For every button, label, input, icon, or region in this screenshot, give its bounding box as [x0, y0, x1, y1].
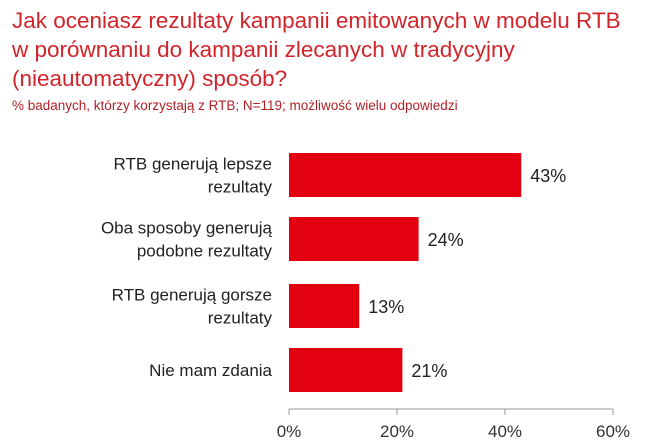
- bar: [289, 217, 419, 261]
- x-tick-label: 40%: [488, 422, 522, 441]
- category-label: podobne rezultaty: [137, 242, 273, 261]
- category-label: Nie mam zdania: [149, 361, 272, 380]
- category-label: RTB generują lepsze: [114, 155, 272, 174]
- bar: [289, 153, 522, 197]
- bar-value-label: 24%: [428, 230, 464, 250]
- bar-value-label: 13%: [368, 297, 404, 317]
- x-tick-label: 0%: [277, 422, 302, 441]
- chart-title-line-3: (nieautomatyczny) sposób?: [12, 66, 288, 91]
- chart-title-line-2: w porównaniu do kampanii zlecanych w tra…: [12, 37, 515, 62]
- chart-title: Jak oceniasz rezultaty kampanii emitowan…: [12, 6, 652, 93]
- chart-title-line-1: Jak oceniasz rezultaty kampanii emitowan…: [12, 8, 621, 33]
- x-tick-label: 20%: [380, 422, 414, 441]
- category-label: Oba sposoby generują: [101, 219, 273, 238]
- bar: [289, 348, 403, 392]
- x-tick-label: 60%: [596, 422, 630, 441]
- bar: [289, 284, 360, 328]
- bar-value-label: 21%: [411, 361, 447, 381]
- category-label: rezultaty: [208, 178, 273, 197]
- bar-value-label: 43%: [530, 166, 566, 186]
- category-label: rezultaty: [208, 309, 273, 328]
- category-label: RTB generują gorsze: [112, 286, 272, 305]
- chart-subtitle: % badanych, którzy korzystają z RTB; N=1…: [12, 98, 458, 113]
